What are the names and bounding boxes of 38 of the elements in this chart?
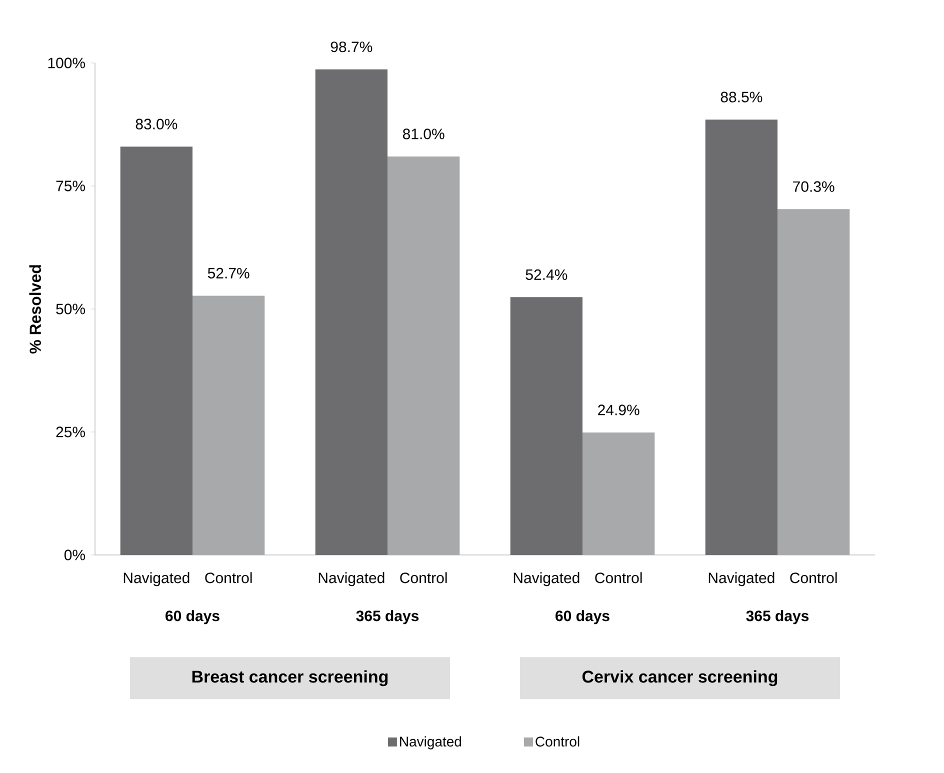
bar [388, 156, 460, 555]
bar [120, 146, 193, 555]
text: Control [595, 572, 642, 584]
data-label: 83.0% [136, 118, 178, 130]
text: Control [205, 572, 252, 584]
bar [705, 120, 778, 555]
bar [192, 296, 265, 555]
x-tick-label: 365 days [356, 610, 419, 624]
y-tick-label: 75% [56, 180, 86, 192]
text: Navigated [318, 572, 384, 586]
text: Navigated [124, 572, 190, 586]
y-tick-label: 100% [48, 58, 86, 68]
y-tick-label: 0% [64, 550, 86, 560]
data-label: 98.7% [330, 42, 372, 52]
bar [778, 209, 850, 555]
text: Control [790, 572, 837, 584]
bar [582, 432, 655, 555]
bar [315, 69, 388, 555]
data-label: 52.4% [526, 269, 568, 280]
legend-label: Control [536, 736, 580, 747]
x-tick-label: 60 days [556, 610, 610, 624]
data-label: 24.9% [598, 404, 640, 416]
y-tick-label: 25% [56, 426, 86, 438]
data-label: 81.0% [402, 128, 444, 140]
x-tick-label: 60 days [166, 610, 220, 624]
y-axis-title: % Resolved [29, 265, 41, 354]
text: Control [400, 572, 447, 584]
text: Cervix cancer screening [582, 670, 778, 686]
y-tick-label: 50% [56, 304, 86, 314]
text: Navigated [514, 572, 580, 586]
text: Navigated [708, 572, 774, 586]
legend-label: Navigated [400, 736, 462, 750]
x-tick-label: 365 days [746, 610, 809, 624]
data-label: 70.3% [793, 181, 834, 192]
text: Breast cancer screening [192, 670, 388, 686]
data-label: 52.7% [208, 268, 250, 278]
bar [510, 297, 583, 555]
data-label: 88.5% [720, 92, 762, 102]
